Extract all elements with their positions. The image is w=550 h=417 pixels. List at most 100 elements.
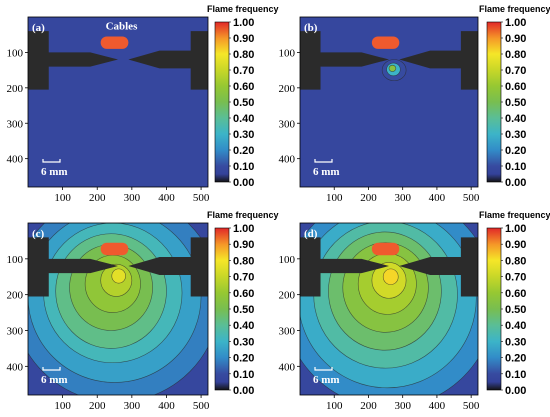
- colorbar-tick-label: 0.60: [505, 81, 526, 93]
- colorbar: [214, 21, 230, 183]
- x-tick-label: 100: [54, 192, 71, 204]
- scale-bar: [42, 367, 61, 371]
- colorbar-tick-label: 0.70: [505, 272, 526, 284]
- y-tick-label: 200: [279, 290, 296, 302]
- plot-area: [28, 17, 208, 187]
- colorbar-tick-label: 0.40: [233, 113, 254, 125]
- colorbar-tick-label: 0.90: [233, 239, 254, 251]
- colorbar-tick-label: 0.90: [233, 33, 254, 45]
- y-tick-label: 300: [279, 326, 296, 338]
- colorbar: [486, 227, 502, 391]
- colorbar-title: Flame frequency: [207, 4, 279, 14]
- colorbar-title: Flame frequency: [207, 210, 279, 220]
- y-tick-label: 300: [7, 326, 24, 338]
- x-tick-label: 300: [124, 400, 141, 412]
- colorbar-tick-label: 0.00: [233, 177, 254, 189]
- cable-section: [100, 36, 129, 49]
- x-tick-label: 400: [158, 192, 175, 204]
- plot-area: [28, 223, 208, 395]
- colorbar-tick-label: 0.90: [505, 239, 526, 251]
- colorbar-tick-label: 0.40: [505, 113, 526, 125]
- x-tick-label: 200: [360, 400, 377, 412]
- colorbar-tick-label: 0.20: [233, 145, 254, 157]
- colorbar-tick-label: 0.10: [505, 369, 526, 381]
- left-electrode: [28, 237, 118, 297]
- cable-section: [100, 242, 129, 256]
- left-electrode: [28, 31, 118, 90]
- colorbar: [486, 21, 502, 183]
- x-tick-label: 100: [54, 400, 71, 412]
- colorbar-tick-label: 1.00: [505, 223, 526, 235]
- colorbar-tick-label: 1.00: [233, 223, 254, 235]
- colorbar-tick-label: 0.50: [233, 304, 254, 316]
- panel-label: (b): [304, 22, 318, 34]
- x-tick-label: 500: [193, 400, 210, 412]
- colorbar-tick-label: 0.40: [233, 320, 254, 332]
- left-electrode: [300, 31, 389, 90]
- colorbar-tick-label: 0.00: [505, 385, 526, 397]
- colorbar-tick-label: 0.80: [505, 255, 526, 267]
- y-tick-label: 200: [7, 290, 24, 302]
- x-tick-label: 400: [429, 192, 446, 204]
- left-electrode: [300, 237, 389, 297]
- x-tick-label: 400: [429, 400, 446, 412]
- plot-frame: [299, 222, 479, 396]
- colorbar-tick-label: 0.30: [233, 129, 254, 141]
- colorbar-tick-label: 0.60: [505, 288, 526, 300]
- colorbar-tick-label: 0.80: [505, 49, 526, 61]
- panel-label: (c): [32, 228, 45, 240]
- y-tick-label: 400: [279, 361, 296, 373]
- scale-bar: [314, 159, 333, 163]
- y-tick-label: 100: [7, 254, 24, 266]
- x-tick-label: 200: [360, 192, 377, 204]
- x-tick-label: 200: [89, 192, 106, 204]
- colorbar-tick-label: 0.10: [233, 369, 254, 381]
- scale-bar-label: 6 mm: [41, 166, 68, 178]
- y-tick-label: 200: [279, 83, 296, 95]
- scale-bar-label: 6 mm: [313, 374, 340, 386]
- colorbar-tick-label: 0.80: [233, 49, 254, 61]
- colorbar-tick-label: 0.10: [505, 161, 526, 173]
- x-tick-label: 100: [326, 192, 343, 204]
- plot-frame: [27, 16, 209, 188]
- scale-bar-label: 6 mm: [41, 374, 68, 386]
- colorbar-tick-label: 0.20: [505, 145, 526, 157]
- y-tick-label: 400: [7, 154, 24, 166]
- x-tick-label: 500: [193, 192, 210, 204]
- y-tick-label: 300: [279, 118, 296, 130]
- colorbar-tick-label: 0.80: [233, 255, 254, 267]
- colorbar-tick-label: 0.30: [505, 129, 526, 141]
- plot-frame: [299, 16, 479, 188]
- y-tick-label: 100: [7, 47, 24, 59]
- panel-d: (d) 6 mm 100 200 300 400 500 100 200 300 400 Flame …: [279, 210, 550, 412]
- panel-label: (a): [32, 22, 45, 34]
- colorbar-tick-label: 0.50: [233, 97, 254, 109]
- plot-area: [300, 223, 478, 395]
- right-electrode: [399, 31, 478, 90]
- y-tick-label: 300: [7, 118, 24, 130]
- colorbar-tick-label: 0.50: [505, 97, 526, 109]
- colorbar-tick-label: 0.70: [233, 65, 254, 77]
- panel-a: (a) Cables 6 mm 100 200 300 400 500 100 200 300 400…: [7, 4, 279, 204]
- x-tick-label: 500: [463, 192, 480, 204]
- plot-frame: [27, 222, 209, 396]
- panel-label: (d): [304, 228, 318, 240]
- y-tick-label: 400: [7, 361, 24, 373]
- colorbar-tick-label: 0.00: [233, 385, 254, 397]
- x-tick-label: 200: [89, 400, 106, 412]
- colorbar-tick-label: 0.70: [505, 65, 526, 77]
- flame-contour: [388, 64, 397, 72]
- x-tick-label: 300: [394, 192, 411, 204]
- colorbar-tick-label: 0.00: [505, 177, 526, 189]
- x-tick-label: 400: [158, 400, 175, 412]
- panel-c: (c) 6 mm 100 200 300 400 500 100 200 300 400 Flame …: [7, 210, 279, 412]
- colorbar-tick-label: 0.20: [233, 353, 254, 365]
- cable-section: [371, 242, 400, 256]
- x-tick-label: 300: [124, 192, 141, 204]
- colorbar-tick-label: 0.90: [505, 33, 526, 45]
- x-tick-label: 100: [326, 400, 343, 412]
- x-tick-label: 300: [394, 400, 411, 412]
- right-electrode: [128, 31, 208, 90]
- colorbar-title: Flame frequency: [479, 210, 550, 220]
